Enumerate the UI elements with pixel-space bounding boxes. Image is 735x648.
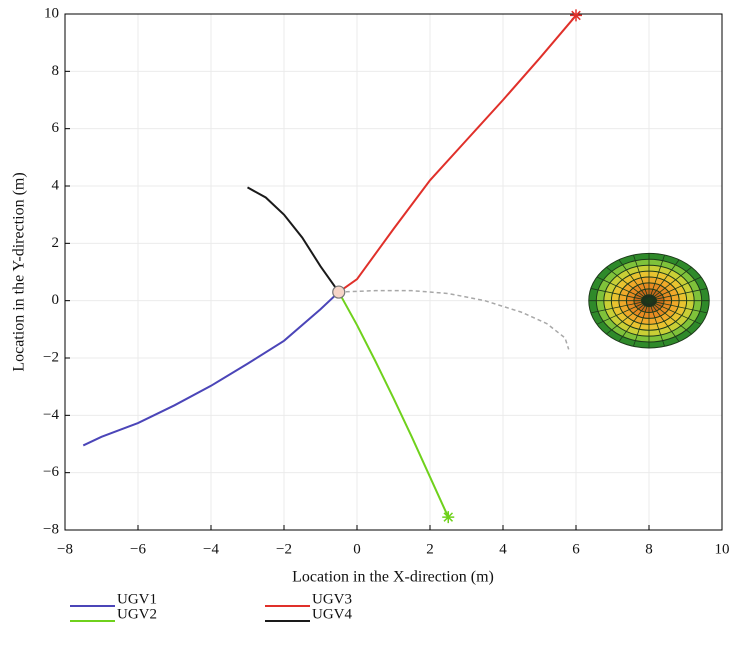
y-tick-label: 6	[52, 120, 60, 136]
y-tick-label: −2	[43, 349, 59, 365]
obstacle-spoke	[648, 266, 692, 301]
x-tick-label: −4	[203, 541, 219, 557]
obstacle-spoke	[633, 254, 650, 301]
trajectory	[338, 289, 570, 350]
trajectory	[337, 291, 450, 518]
legend-label: UGV2	[117, 606, 157, 622]
obstacle-spoke	[590, 300, 650, 314]
obstacle-spoke	[596, 300, 650, 325]
legend-label: UGV3	[312, 591, 352, 607]
y-tick-label: −4	[43, 407, 59, 423]
obstacle-spoke	[606, 300, 650, 335]
obstacle-spoke	[596, 276, 650, 302]
x-tick-label: 0	[353, 541, 361, 557]
y-tick-label: 10	[44, 5, 59, 21]
obstacle-spoke	[648, 276, 702, 302]
x-tick-label: 10	[715, 541, 730, 557]
x-tick-label: 8	[645, 541, 653, 557]
x-tick-label: 2	[426, 541, 434, 557]
y-tick-label: −6	[43, 464, 59, 480]
obstacle-spoke	[648, 300, 665, 347]
obstacle-spoke	[648, 288, 708, 302]
trajectory	[247, 186, 340, 293]
start-marker	[332, 285, 346, 299]
x-tick-label: 6	[572, 541, 580, 557]
y-axis-label: Location in the Y-direction (m)	[11, 172, 28, 371]
y-tick-label: 2	[52, 235, 60, 251]
y-tick-label: 8	[52, 63, 60, 79]
y-tick-label: 0	[52, 292, 60, 308]
trajectory	[82, 291, 340, 447]
legend-label: UGV1	[117, 591, 157, 607]
x-tick-label: −2	[276, 541, 292, 557]
obstacle-spoke	[648, 300, 708, 314]
x-tick-label: −6	[130, 541, 146, 557]
obstacle-spoke	[590, 288, 650, 302]
obstacle-spoke	[618, 259, 650, 301]
y-tick-label: −8	[43, 521, 59, 537]
trajectory	[338, 14, 577, 293]
plot-frame	[64, 13, 723, 531]
x-axis-label: Location in the X-direction (m)	[292, 569, 494, 586]
x-tick-label: 4	[499, 541, 507, 557]
obstacle-spoke	[633, 300, 650, 347]
end-marker	[570, 9, 582, 22]
obstacle-spoke	[648, 300, 692, 335]
x-tick-label: −8	[57, 541, 73, 557]
obstacle	[588, 252, 710, 349]
obstacle-spoke	[618, 300, 650, 342]
legend-label: UGV4	[312, 606, 352, 622]
y-tick-label: 4	[52, 177, 60, 193]
end-marker	[442, 511, 455, 524]
obstacle-spoke	[606, 266, 650, 301]
obstacle-spoke	[648, 259, 680, 301]
obstacle-spoke	[648, 254, 665, 301]
obstacle-spoke	[648, 300, 702, 325]
obstacle-spoke	[648, 300, 680, 342]
